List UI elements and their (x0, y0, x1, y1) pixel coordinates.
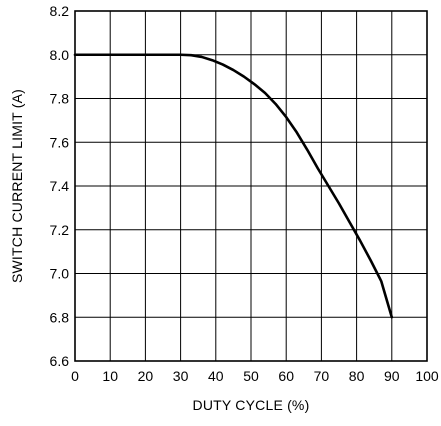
y-tick-label: 7.2 (50, 222, 70, 238)
y-tick-label: 8.2 (50, 3, 70, 19)
y-tick-label: 7.8 (50, 91, 70, 107)
y-tick-labels: 6.6 6.8 7.0 7.2 7.4 7.6 7.8 8.0 8.2 (50, 3, 70, 369)
x-tick-label: 90 (384, 368, 400, 384)
plot-frame (74, 10, 428, 362)
y-tick-label: 7.6 (50, 134, 70, 150)
y-tick-label: 7.4 (50, 178, 70, 194)
x-tick-label: 0 (71, 368, 79, 384)
x-tick-label: 80 (349, 368, 365, 384)
x-tick-label: 60 (278, 368, 294, 384)
x-tick-label: 70 (314, 368, 330, 384)
y-tick-label: 6.6 (50, 353, 70, 369)
grid (74, 10, 428, 362)
y-tick-label: 6.8 (50, 309, 70, 325)
y-tick-label: 8.0 (50, 47, 70, 63)
x-tick-label: 10 (102, 368, 118, 384)
x-tick-label: 100 (415, 368, 439, 384)
x-axis-title: DUTY CYCLE (%) (193, 397, 310, 413)
y-axis-title: SWITCH CURRENT LIMIT (A) (9, 89, 25, 283)
x-tick-label: 50 (243, 368, 259, 384)
x-tick-label: 20 (138, 368, 154, 384)
x-tick-label: 30 (173, 368, 189, 384)
x-tick-labels: 0 10 20 30 40 50 60 70 80 90 100 (71, 368, 439, 384)
series-line (73, 53, 394, 319)
y-tick-label: 7.0 (50, 266, 70, 282)
x-tick-label: 40 (208, 368, 224, 384)
